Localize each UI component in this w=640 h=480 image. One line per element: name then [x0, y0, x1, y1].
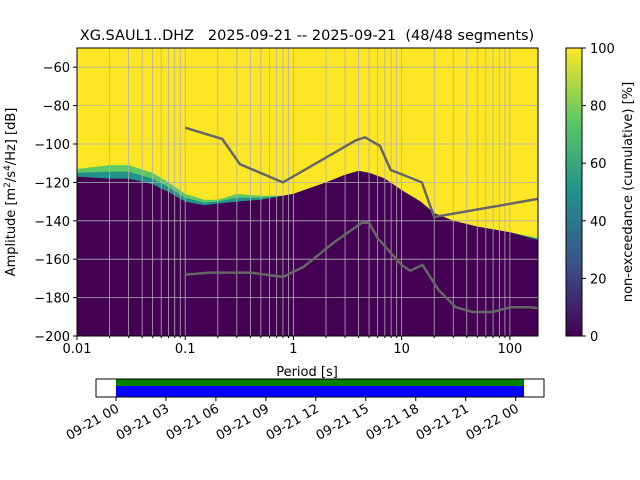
chart-title: XG.SAUL1..DHZ 2025-09-21 -- 2025-09-21 (…: [80, 28, 534, 44]
colorbar-tick-label: 20: [590, 272, 607, 287]
time-tick-label: 09-21 06: [164, 401, 222, 443]
y-tick-label: −200: [34, 330, 70, 345]
heat-region-0pct: [77, 170, 538, 336]
colorbar-tick-label: 100: [590, 42, 615, 57]
time-tick-label: 09-21 12: [264, 401, 322, 443]
noise-model-lines: [184, 126, 538, 314]
time-tick-label: 09-21 15: [314, 401, 372, 443]
series-nlnm: [185, 221, 538, 314]
colorbar-tick-label: 80: [590, 100, 607, 115]
time-tick-label: 09-22 00: [464, 401, 522, 443]
y-tick-label: −160: [34, 253, 70, 268]
grid-lines: [77, 48, 538, 336]
colorbar-tick-label: 60: [590, 157, 607, 172]
coverage-frame: [95, 378, 545, 398]
colorbar-tick-label: 0: [590, 330, 598, 345]
y-tick-label: −100: [34, 138, 70, 153]
x-tick-label: 100: [497, 342, 522, 357]
coverage-data-bar: [115, 386, 525, 397]
y-tick-label: −60: [43, 61, 70, 76]
x-tick-label: 0.01: [63, 342, 92, 357]
x-tick-label: 0.1: [175, 342, 196, 357]
x-axis-label: Period [s]: [276, 365, 338, 380]
plot-frame: [76, 47, 539, 337]
colorbar-tick-label: 40: [590, 215, 607, 230]
time-tick-label: 09-21 03: [114, 401, 172, 443]
x-tick-label: 10: [393, 342, 410, 357]
axes-ticks: 0.01 0.1 1 10 100 −60 −80 −100 −120 −140 −160 −180 −…: [34, 61, 522, 357]
colorbar-label: non-exceedance (cumulative) [%]: [621, 82, 636, 302]
series-nhnm: [184, 126, 538, 219]
time-tick-label: 09-21 21: [414, 401, 472, 443]
y-tick-label: −180: [34, 292, 70, 307]
colorbar-ticks: 0 20 40 60 80 100: [582, 42, 615, 345]
time-tick-label: 09-21 09: [214, 401, 272, 443]
ppsd-heatmap: [77, 48, 538, 336]
y-tick-label: −120: [34, 176, 70, 191]
coverage-used-bar: [115, 379, 525, 386]
y-tick-label: −140: [34, 215, 70, 230]
colorbar: [565, 47, 583, 337]
y-axis-label: Amplitude [m2/s4/Hz] [dB]: [3, 108, 19, 277]
x-tick-label: 1: [289, 342, 297, 357]
time-tick-label: 09-21 18: [364, 401, 422, 443]
time-tick-label: 09-21 00: [64, 401, 122, 443]
y-tick-label: −80: [43, 100, 70, 115]
